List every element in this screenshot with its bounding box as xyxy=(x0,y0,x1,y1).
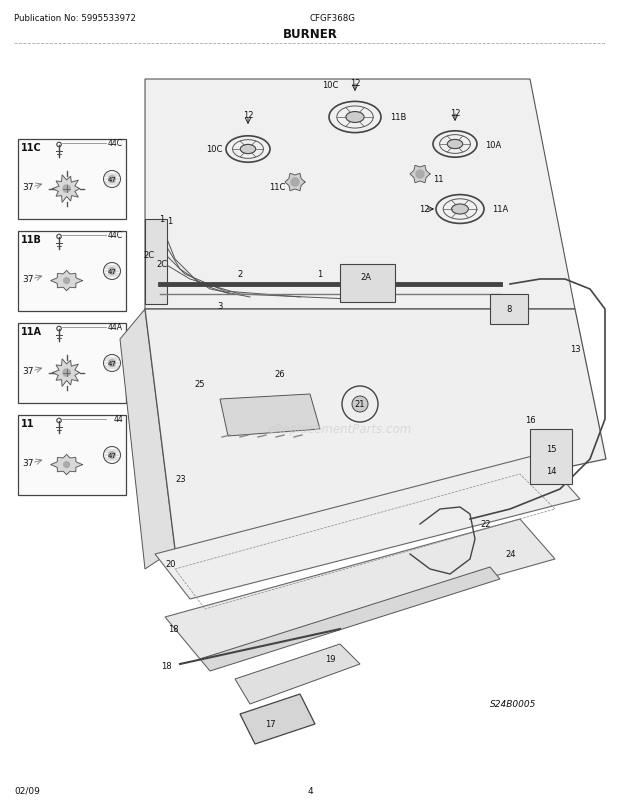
Ellipse shape xyxy=(346,112,364,124)
Polygon shape xyxy=(51,455,82,475)
Text: 19: 19 xyxy=(325,654,335,664)
Text: 20: 20 xyxy=(165,560,175,569)
Polygon shape xyxy=(51,271,82,291)
Text: 11A: 11A xyxy=(21,326,42,337)
Text: 3: 3 xyxy=(218,302,223,310)
Text: S24B0005: S24B0005 xyxy=(490,699,536,708)
Text: 44C: 44C xyxy=(108,140,123,148)
Text: 44A: 44A xyxy=(108,323,123,332)
Text: 18: 18 xyxy=(168,625,179,634)
Text: 37: 37 xyxy=(22,184,33,192)
Text: 12: 12 xyxy=(350,79,360,88)
Polygon shape xyxy=(145,80,575,310)
Bar xyxy=(530,429,572,484)
Text: 10C: 10C xyxy=(206,145,222,154)
Text: 15: 15 xyxy=(546,445,556,454)
Text: 11C: 11C xyxy=(269,183,285,192)
Text: 37: 37 xyxy=(22,275,33,284)
Text: 47: 47 xyxy=(107,176,117,183)
Text: 18: 18 xyxy=(161,662,172,670)
Circle shape xyxy=(416,171,424,179)
Text: 2C: 2C xyxy=(157,260,168,269)
Text: 11: 11 xyxy=(21,419,35,428)
Polygon shape xyxy=(52,176,79,203)
Text: 2C: 2C xyxy=(144,250,155,259)
Text: 22: 22 xyxy=(480,520,490,529)
Text: 44: 44 xyxy=(113,415,123,424)
Text: 1: 1 xyxy=(159,215,165,225)
Text: 12: 12 xyxy=(450,109,460,118)
Text: 10C: 10C xyxy=(322,81,338,90)
Text: 47: 47 xyxy=(107,269,117,274)
Text: 02/09: 02/09 xyxy=(14,786,40,795)
Text: 23: 23 xyxy=(175,475,185,484)
Polygon shape xyxy=(145,310,606,549)
Circle shape xyxy=(64,278,69,284)
Text: 11: 11 xyxy=(433,175,443,184)
Ellipse shape xyxy=(451,205,468,215)
Bar xyxy=(18,323,126,403)
Polygon shape xyxy=(120,310,175,569)
Text: BURNER: BURNER xyxy=(283,28,337,41)
Bar xyxy=(340,265,395,302)
Text: 21: 21 xyxy=(355,400,365,409)
Text: 11C: 11C xyxy=(21,143,42,153)
Polygon shape xyxy=(235,644,360,704)
Bar xyxy=(18,415,126,496)
Circle shape xyxy=(108,176,115,183)
Text: 1: 1 xyxy=(317,270,322,279)
Text: 12: 12 xyxy=(420,205,430,214)
Circle shape xyxy=(291,179,299,187)
Text: 8: 8 xyxy=(507,305,511,314)
Bar xyxy=(490,294,528,325)
Circle shape xyxy=(108,452,115,459)
Text: 2A: 2A xyxy=(360,273,371,282)
Text: 12: 12 xyxy=(243,111,253,119)
Ellipse shape xyxy=(241,145,255,155)
Text: 1: 1 xyxy=(167,217,172,226)
Text: 4: 4 xyxy=(307,786,313,795)
Bar xyxy=(18,140,126,220)
Text: 37: 37 xyxy=(22,459,33,468)
Circle shape xyxy=(352,396,368,412)
Text: 13: 13 xyxy=(570,345,580,354)
Circle shape xyxy=(64,462,69,468)
Bar xyxy=(18,232,126,312)
Text: 11A: 11A xyxy=(492,205,508,214)
Text: 47: 47 xyxy=(107,361,117,367)
Text: 16: 16 xyxy=(525,415,535,424)
Text: 2: 2 xyxy=(237,270,242,279)
Text: 47: 47 xyxy=(107,452,117,459)
Text: eReplacementParts.com: eReplacementParts.com xyxy=(268,423,412,436)
Circle shape xyxy=(63,186,70,193)
Text: 37: 37 xyxy=(22,367,33,376)
Circle shape xyxy=(108,360,115,367)
Text: 11B: 11B xyxy=(21,235,42,245)
Circle shape xyxy=(63,370,70,377)
Polygon shape xyxy=(52,359,79,387)
Text: 14: 14 xyxy=(546,467,556,476)
Polygon shape xyxy=(155,455,580,599)
Bar xyxy=(145,220,167,305)
Text: 24: 24 xyxy=(505,550,515,559)
Text: 17: 17 xyxy=(265,719,275,728)
Polygon shape xyxy=(200,567,500,671)
Text: 11B: 11B xyxy=(390,113,406,123)
Polygon shape xyxy=(240,695,315,744)
Text: Publication No: 5995533972: Publication No: 5995533972 xyxy=(14,14,136,23)
Text: 26: 26 xyxy=(275,370,285,379)
Polygon shape xyxy=(165,520,555,659)
Text: 25: 25 xyxy=(195,380,205,389)
Text: CFGF368G: CFGF368G xyxy=(310,14,356,23)
Circle shape xyxy=(108,268,115,275)
Ellipse shape xyxy=(447,140,463,149)
Polygon shape xyxy=(410,166,430,184)
Text: 44C: 44C xyxy=(108,231,123,241)
Text: 10A: 10A xyxy=(485,140,501,149)
Polygon shape xyxy=(220,395,320,436)
Polygon shape xyxy=(285,174,305,192)
